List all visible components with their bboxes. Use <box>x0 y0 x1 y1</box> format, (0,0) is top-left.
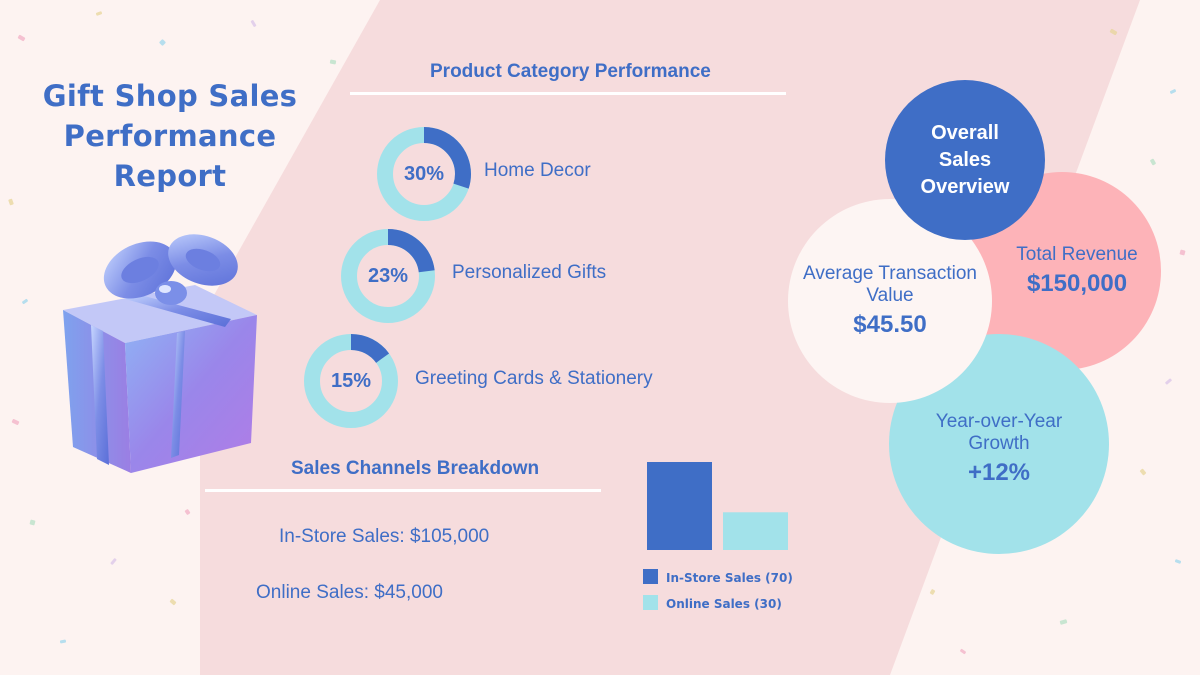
donut-arc <box>341 229 435 323</box>
legend-label-online: Online Sales (30) <box>666 597 782 611</box>
yoy-growth-value: +12% <box>967 459 1031 486</box>
category-label: Home Decor <box>484 160 591 181</box>
sales-channel-bar-chart: In-Store Sales (70) Online Sales (30) <box>643 462 793 611</box>
donut-chart <box>377 127 471 221</box>
page-title: Gift Shop Sales Performance Report <box>42 79 298 193</box>
yoy-growth-label: Year-over-Year Growth <box>935 411 1063 454</box>
donut-home-decor: 30% <box>375 125 473 223</box>
sales-channels-heading: Sales Channels Breakdown <box>291 458 540 479</box>
avg-transaction-label: Average Transaction Value <box>803 263 977 306</box>
product-category-heading: Product Category Performance <box>430 61 711 82</box>
online-sales-text: Online Sales: $45,000 <box>256 582 443 603</box>
donut-chart <box>304 334 398 428</box>
donut-arc <box>377 127 471 221</box>
legend-swatch-online <box>643 595 658 610</box>
donut-chart <box>341 229 435 323</box>
donut-percent: 15% <box>330 370 372 392</box>
in-store-sales-text: In-Store Sales: $105,000 <box>279 526 490 547</box>
donut-percent: 23% <box>367 265 409 287</box>
category-label: Personalized Gifts <box>452 262 607 283</box>
total-revenue-value: $150,000 <box>1026 270 1128 297</box>
donut-personalized-gifts: 23% <box>339 227 437 325</box>
avg-transaction-circle: Average Transaction Value $45.50 <box>788 199 992 403</box>
avg-transaction-value: $45.50 <box>853 311 927 338</box>
confetti-piece <box>329 59 337 65</box>
gift-box-icon <box>63 234 257 473</box>
legend-label-in-store: In-Store Sales (70) <box>666 571 793 585</box>
category-label: Greeting Cards & Stationery <box>415 368 653 389</box>
total-revenue-label: Total Revenue <box>1016 244 1138 265</box>
donut-greeting-cards: 15% <box>302 332 400 430</box>
overview-heading: Overall Sales Overview <box>920 121 1010 198</box>
bar-online <box>723 512 788 550</box>
divider <box>350 92 786 95</box>
legend-swatch-in-store <box>643 569 658 584</box>
donut-percent: 30% <box>403 163 445 185</box>
bar-in-store <box>647 462 712 550</box>
divider <box>205 489 601 492</box>
donut-arc <box>304 334 398 428</box>
overview-heading-circle: Overall Sales Overview <box>885 80 1045 240</box>
